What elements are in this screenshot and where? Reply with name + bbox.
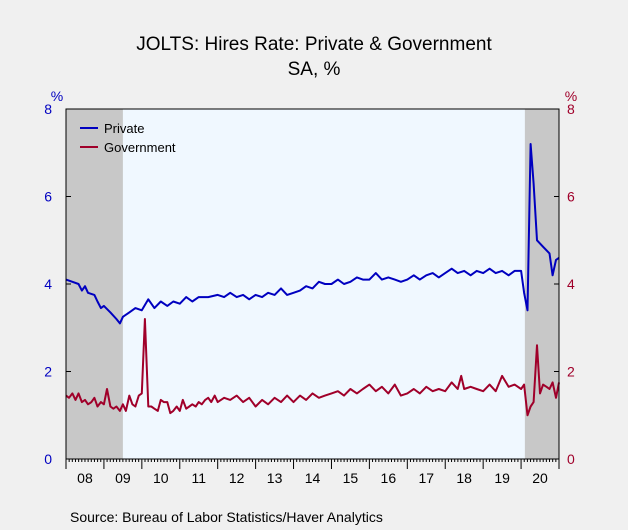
right-y-tick-label-6: 6 xyxy=(567,189,575,205)
plot-area xyxy=(66,109,559,459)
left-y-tick-label-2: 2 xyxy=(44,364,52,380)
x-axis: 08 09 10 11 12 13 14 15 16 17 18 19 20 xyxy=(65,459,560,486)
x-tick-label-12: 12 xyxy=(229,470,245,486)
series-line-private xyxy=(65,143,560,325)
x-tick-label-09: 09 xyxy=(115,470,131,486)
series-lines xyxy=(65,143,560,417)
x-tick-label-18: 18 xyxy=(456,470,472,486)
x-tick-label-17: 17 xyxy=(418,470,434,486)
x-tick-label-20: 20 xyxy=(532,470,548,486)
left-y-tick-label-6: 6 xyxy=(44,189,52,205)
x-tick-label-11: 11 xyxy=(191,470,206,486)
legend-label-government: Government xyxy=(104,140,176,155)
x-tick-label-19: 19 xyxy=(494,470,510,486)
x-tick-label-13: 13 xyxy=(267,470,283,486)
right-y-axis: 0 2 4 6 8 xyxy=(554,101,575,467)
right-y-tick-label-8: 8 xyxy=(567,101,575,117)
left-y-tick-label-8: 8 xyxy=(44,101,52,117)
right-y-tick-label-2: 2 xyxy=(567,364,575,380)
right-y-tick-label-4: 4 xyxy=(567,276,575,292)
left-y-tick-label-0: 0 xyxy=(44,451,52,467)
left-y-axis: 0 2 4 6 8 xyxy=(44,101,71,467)
source-note: Source: Bureau of Labor Statistics/Haver… xyxy=(70,509,383,525)
recession-band-0 xyxy=(66,109,123,459)
left-axis-unit: % xyxy=(51,88,63,104)
x-tick-label-16: 16 xyxy=(381,470,397,486)
chart-title: JOLTS: Hires Rate: Private & Government xyxy=(136,34,492,55)
right-axis-unit: % xyxy=(565,88,577,104)
chart-subtitle: SA, % xyxy=(288,59,341,80)
left-y-tick-label-4: 4 xyxy=(44,276,52,292)
x-tick-label-08: 08 xyxy=(77,470,93,486)
x-tick-label-14: 14 xyxy=(305,470,321,486)
legend-label-private: Private xyxy=(104,121,144,136)
legend: Private Government xyxy=(80,121,176,155)
series-line-government xyxy=(65,318,560,417)
x-tick-label-10: 10 xyxy=(153,470,169,486)
x-tick-label-15: 15 xyxy=(343,470,359,486)
right-y-tick-label-0: 0 xyxy=(567,451,575,467)
